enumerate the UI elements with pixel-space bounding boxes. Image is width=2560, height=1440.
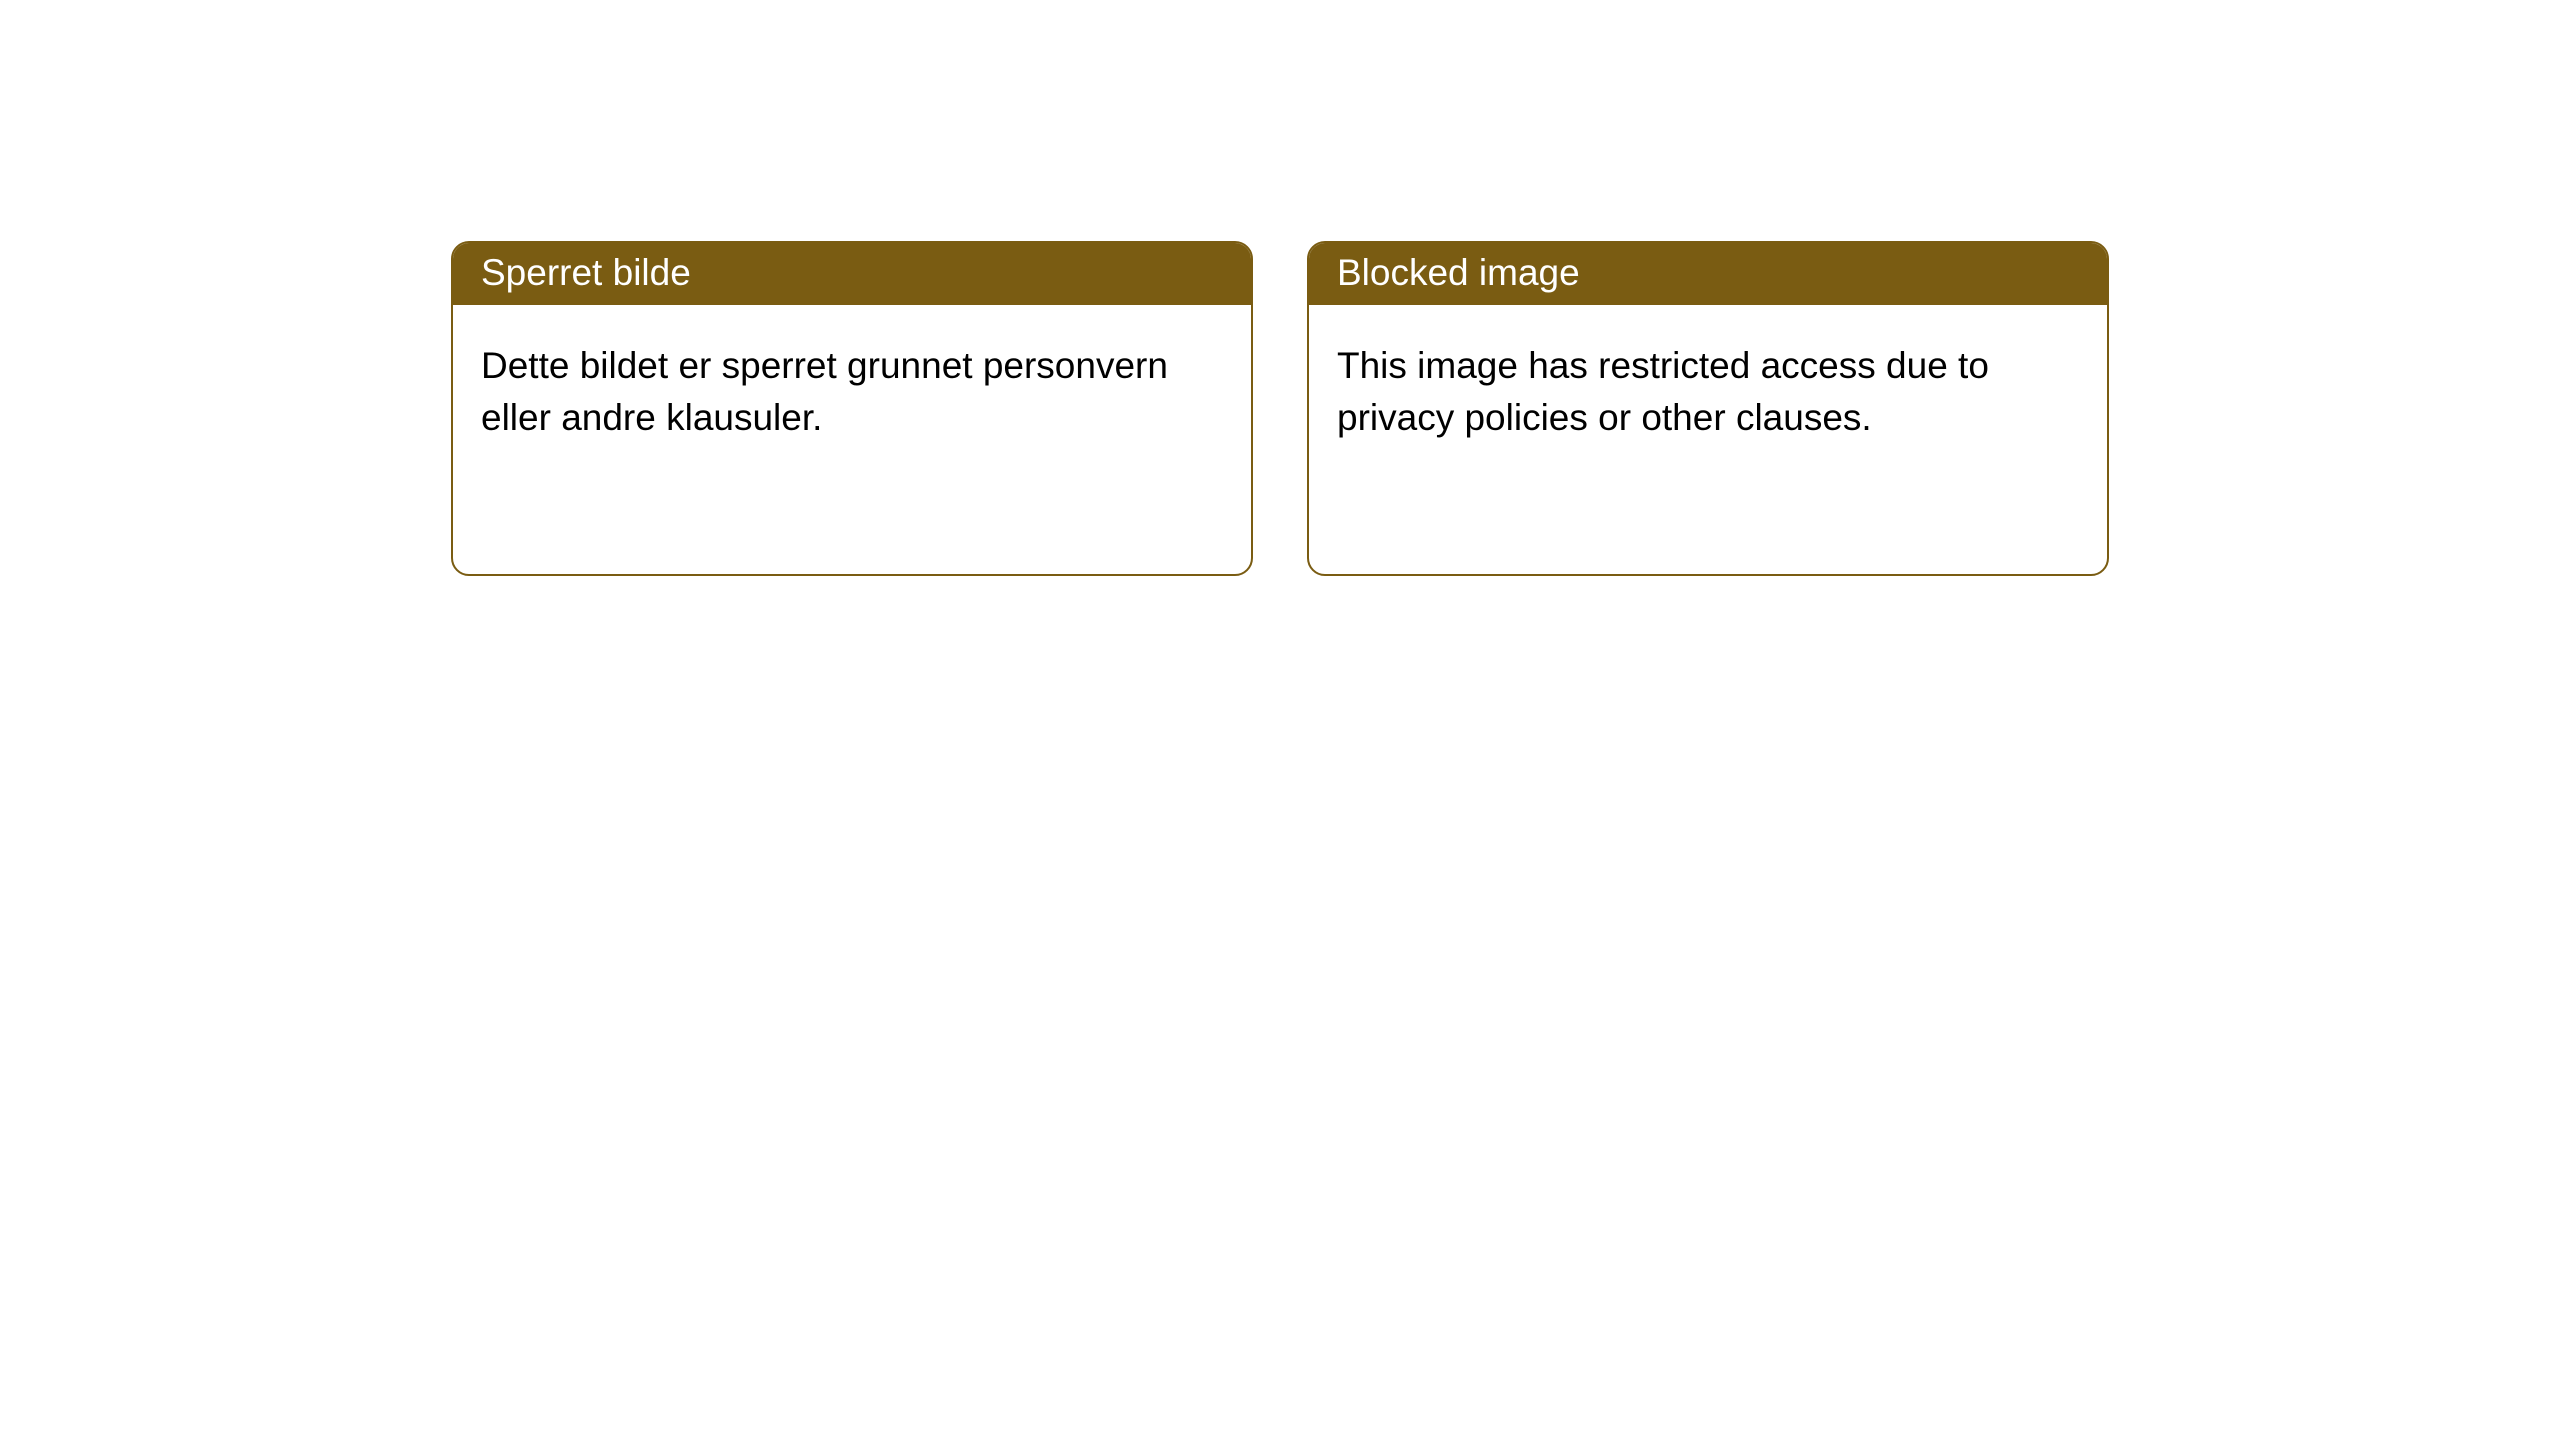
notice-header: Sperret bilde (453, 243, 1251, 305)
notice-body: This image has restricted access due to … (1309, 305, 2107, 479)
notice-card-english: Blocked image This image has restricted … (1307, 241, 2109, 576)
notice-container: Sperret bilde Dette bildet er sperret gr… (0, 0, 2560, 576)
notice-card-norwegian: Sperret bilde Dette bildet er sperret gr… (451, 241, 1253, 576)
notice-body: Dette bildet er sperret grunnet personve… (453, 305, 1251, 479)
notice-header: Blocked image (1309, 243, 2107, 305)
